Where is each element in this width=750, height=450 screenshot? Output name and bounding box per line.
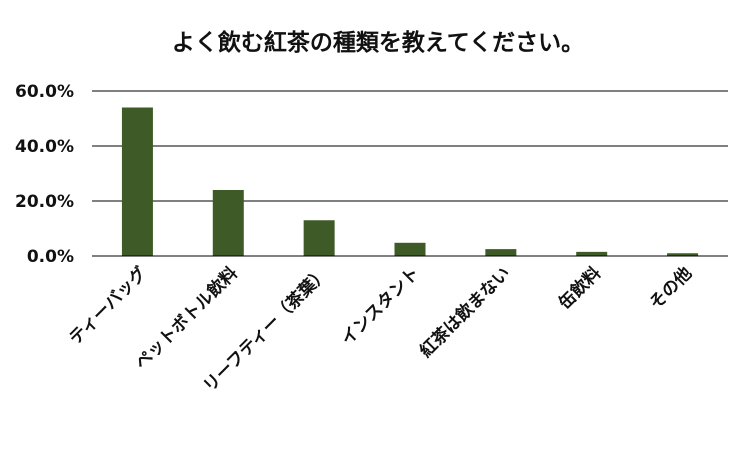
y-tick-label: 60.0% xyxy=(15,82,74,102)
x-category-label: 缶飲料 xyxy=(554,263,605,314)
y-axis-ticks: 0.0% 20.0% 40.0% 60.0% xyxy=(15,82,74,267)
bar xyxy=(576,251,608,256)
bar xyxy=(303,220,335,256)
gridlines xyxy=(92,90,728,257)
bar xyxy=(485,249,517,256)
x-category-label: 紅茶は飲まない xyxy=(415,263,514,362)
y-tick-label: 20.0% xyxy=(15,192,74,212)
chart-title: よく飲む紅茶の種類を教えてください。 xyxy=(172,29,584,56)
bars xyxy=(92,107,728,257)
bar xyxy=(394,242,426,256)
x-category-label: その他 xyxy=(645,263,696,314)
x-category-label: ティーバッグ xyxy=(65,263,151,349)
bar xyxy=(121,107,153,256)
x-category-label: インスタント xyxy=(338,263,424,349)
y-tick-label: 40.0% xyxy=(15,137,74,157)
bar xyxy=(212,190,244,256)
y-tick-label: 0.0% xyxy=(27,247,74,267)
bar xyxy=(667,253,699,256)
